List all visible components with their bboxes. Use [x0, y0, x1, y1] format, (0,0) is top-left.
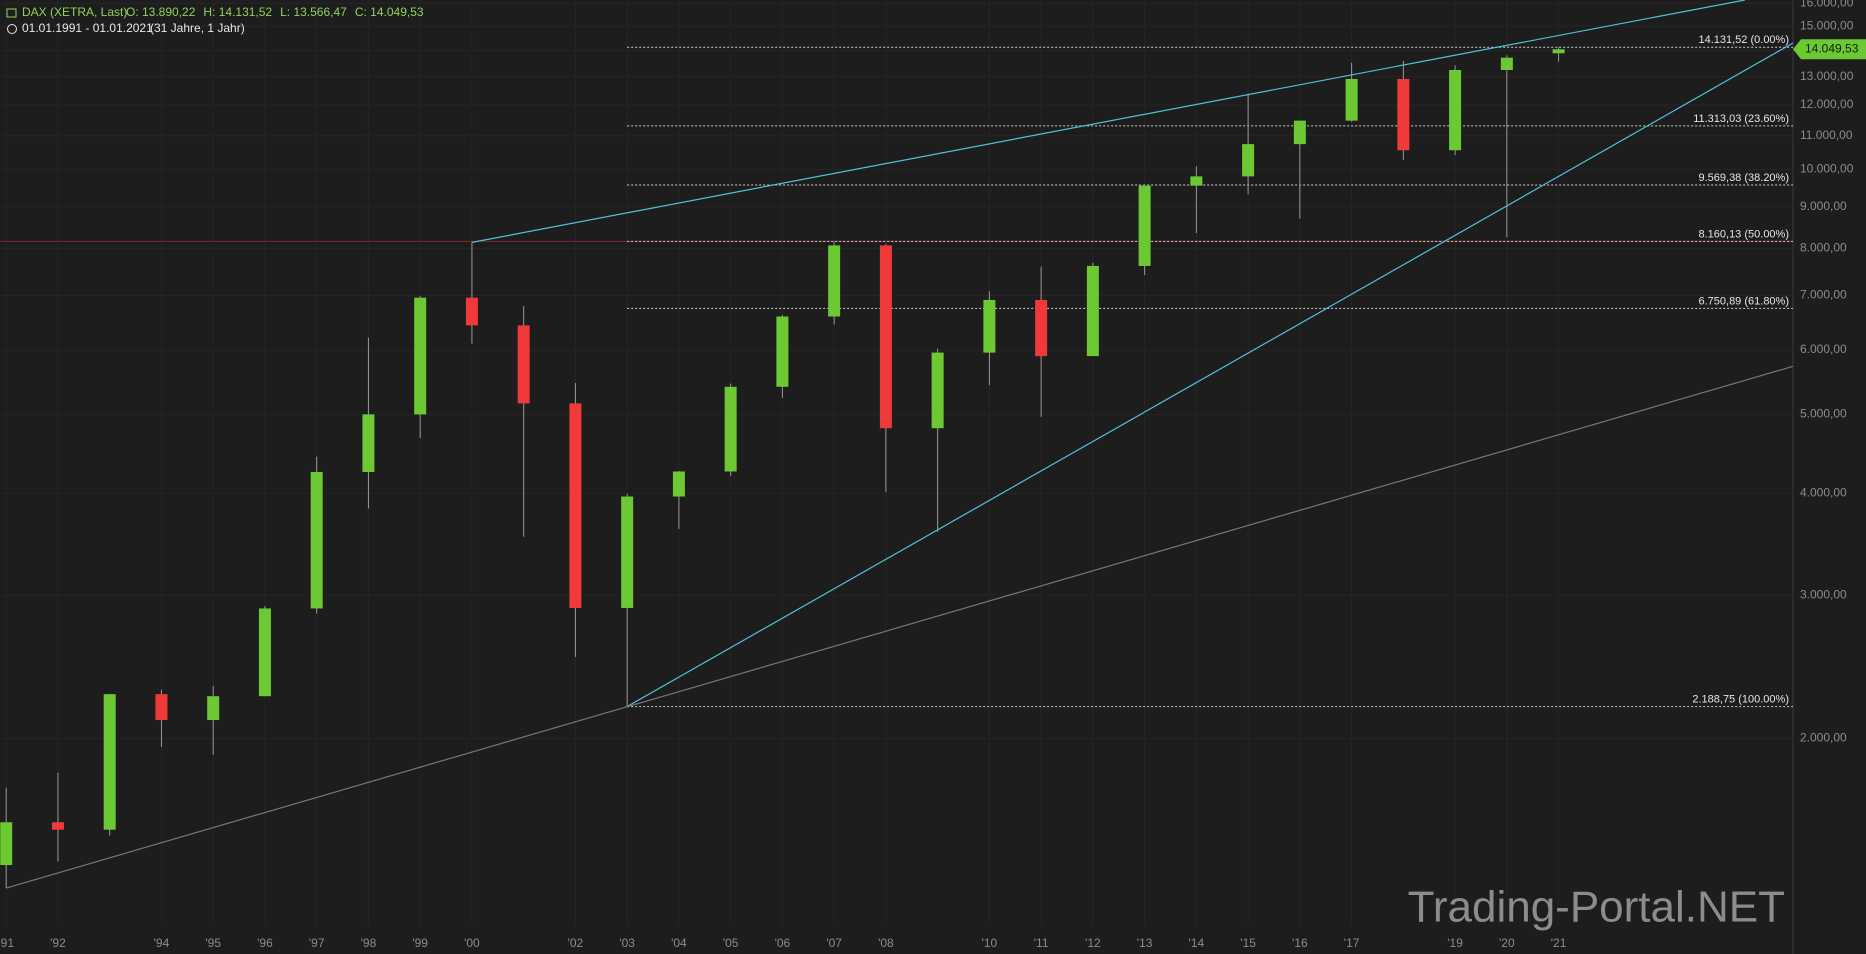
y-tick-label: 8.000,00	[1800, 241, 1847, 255]
candle-body	[983, 299, 996, 353]
x-tick-label: '17	[1344, 936, 1360, 950]
x-tick-label: '10	[982, 936, 998, 950]
x-tick-label: '08	[878, 936, 894, 950]
candle-body	[51, 822, 64, 830]
candle-body	[879, 245, 892, 429]
y-tick-label: 6.000,00	[1800, 342, 1847, 356]
x-tick-label: '04	[671, 936, 687, 950]
x-tick-label: '96	[257, 936, 273, 950]
fib-label: 11.313,03 (23.60%)	[1693, 113, 1789, 125]
watermark: Trading-Portal.NET	[1408, 883, 1785, 932]
candle-body	[1242, 144, 1255, 177]
candle-body	[258, 608, 271, 697]
trendline	[6, 365, 1794, 889]
candle-body	[621, 496, 634, 608]
candle-body	[1086, 265, 1099, 357]
candle-body	[465, 297, 478, 326]
header-ohlc: C: 14.049,53	[355, 5, 424, 19]
y-tick-label: 12.000,00	[1800, 97, 1854, 111]
x-tick-label: '97	[309, 936, 325, 950]
y-tick-label: 9.000,00	[1800, 199, 1847, 213]
x-tick-label: '15	[1240, 936, 1256, 950]
x-tick-label: '95	[205, 936, 221, 950]
candle-body	[310, 471, 323, 609]
trendline	[471, 0, 1745, 243]
candle-body	[155, 694, 168, 721]
last-price-label: 14.049,53	[1805, 41, 1859, 55]
fib-label: 8.160,13 (50.00%)	[1698, 228, 1789, 240]
header-period: (31 Jahre, 1 Jahr)	[150, 21, 245, 35]
y-tick-label: 16.000,00	[1800, 0, 1854, 9]
candle-body	[1345, 78, 1358, 121]
x-tick-label: '00	[464, 936, 480, 950]
candle-body	[1035, 299, 1048, 357]
y-tick-label: 4.000,00	[1800, 486, 1847, 500]
header-ohlc: H: 14.131,52	[203, 5, 272, 19]
candle-body	[207, 696, 220, 721]
candle-body	[1397, 78, 1410, 151]
candle-body	[776, 316, 789, 387]
candle-body	[569, 403, 582, 608]
candle-body	[1552, 49, 1565, 54]
fib-label: 6.750,89 (61.80%)	[1698, 295, 1789, 307]
header-symbol: DAX (XETRA, Last)	[22, 5, 127, 19]
candle-body	[1138, 185, 1151, 266]
x-tick-label: '14	[1189, 936, 1205, 950]
header-ohlc: O: 13.890,22	[126, 5, 196, 19]
y-tick-label: 15.000,00	[1800, 18, 1854, 32]
x-tick-label: '21	[1551, 936, 1567, 950]
x-tick-label: '16	[1292, 936, 1308, 950]
y-tick-label: 11.000,00	[1800, 128, 1853, 142]
candle-body	[517, 325, 530, 404]
x-tick-label: '99	[412, 936, 428, 950]
y-tick-label: 7.000,00	[1800, 288, 1847, 302]
x-tick-label: '03	[619, 936, 635, 950]
x-tick-label: '07	[826, 936, 842, 950]
x-tick-label: '02	[568, 936, 584, 950]
x-tick-label: '91	[0, 936, 14, 950]
x-tick-label: '19	[1447, 936, 1463, 950]
chart-icon	[6, 8, 17, 18]
y-tick-label: 13.000,00	[1800, 69, 1854, 83]
fib-label: 9.569,38 (38.20%)	[1698, 172, 1789, 184]
candle-body	[828, 245, 841, 317]
candle-body	[1500, 57, 1513, 70]
x-tick-label: '20	[1499, 936, 1515, 950]
x-tick-label: '98	[361, 936, 377, 950]
candle-body	[724, 386, 737, 472]
fib-label: 2.188,75 (100.00%)	[1692, 693, 1789, 705]
candle-body	[0, 822, 13, 866]
x-tick-label: '92	[50, 936, 66, 950]
candle-body	[103, 694, 116, 830]
y-tick-label: 3.000,00	[1800, 587, 1847, 601]
header-range: 01.01.1991 - 01.01.2021	[22, 21, 153, 35]
candle-body	[362, 414, 375, 472]
x-tick-label: '94	[154, 936, 170, 950]
y-tick-label: 5.000,00	[1800, 407, 1847, 421]
candle-body	[672, 471, 685, 497]
x-tick-label: '13	[1137, 936, 1153, 950]
x-tick-label: '12	[1085, 936, 1101, 950]
candle-body	[1190, 176, 1203, 186]
y-tick-label: 2.000,00	[1800, 731, 1847, 745]
candle-body	[1449, 69, 1462, 151]
x-tick-label: '11	[1034, 936, 1049, 950]
y-tick-label: 10.000,00	[1800, 162, 1854, 176]
clock-icon	[7, 24, 17, 34]
candle-body	[931, 352, 944, 429]
x-tick-label: '05	[723, 936, 739, 950]
last-price-marker	[1793, 39, 1866, 60]
trendline	[626, 42, 1794, 708]
header-ohlc: L: 13.566,47	[280, 5, 347, 19]
fib-label: 14.131,52 (0.00%)	[1698, 34, 1789, 46]
x-tick-label: '06	[775, 936, 791, 950]
candle-body	[1293, 120, 1306, 145]
candle-body	[414, 297, 427, 415]
